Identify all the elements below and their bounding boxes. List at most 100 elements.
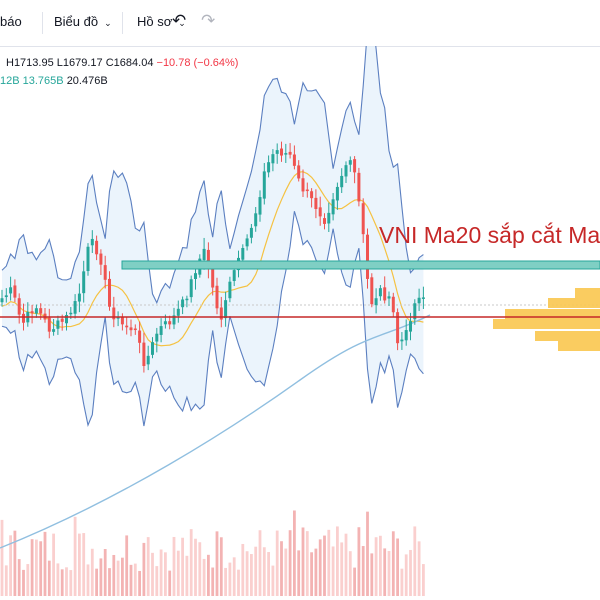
candle (241, 248, 245, 260)
volume-bar (293, 510, 296, 596)
volume-bar (387, 551, 391, 596)
volume-bar (250, 554, 253, 596)
candle (77, 293, 81, 302)
candle (370, 277, 374, 305)
legend-close: C1684.04 (105, 57, 154, 69)
volume-bar (361, 546, 365, 596)
long-ma-line (0, 314, 431, 549)
volume-bar (4, 565, 8, 596)
candle (314, 197, 318, 210)
candle (0, 298, 4, 303)
volume-bar (78, 533, 81, 596)
undo-icon[interactable]: ↶ (172, 11, 187, 30)
volume-bar (275, 530, 279, 596)
candle (292, 154, 296, 166)
volume-bar (267, 552, 270, 596)
volume-bar (211, 567, 215, 596)
legend-low: L1679.17 (56, 57, 103, 69)
candle (129, 327, 133, 331)
candle (95, 240, 99, 255)
candle (400, 339, 404, 342)
price-chart[interactable] (0, 46, 600, 600)
volume-bar (146, 537, 150, 596)
candle (413, 303, 417, 320)
candle (155, 333, 159, 342)
volume-bar (39, 541, 43, 596)
candle (232, 270, 236, 281)
candle (185, 298, 189, 301)
candle (112, 307, 116, 320)
candle (168, 321, 172, 325)
volume-bar (185, 555, 189, 596)
volume-bar (245, 551, 249, 596)
bollinger-upper-line (1, 46, 424, 305)
candle (103, 265, 107, 280)
candle (409, 321, 412, 332)
candle (396, 312, 400, 344)
ohlc-legend: H1713.95 L1679.17 C1684.04 −10.78 (−0.64… (6, 57, 238, 69)
volume-bar (404, 554, 408, 596)
volume-bar (108, 568, 111, 596)
volume-bar (254, 546, 258, 596)
chart-menu[interactable]: Biểu đồ ⌄ (54, 14, 112, 29)
volume-bar (129, 564, 133, 596)
volume-profile-bar (535, 331, 600, 341)
volume-bar (43, 531, 47, 596)
volume-bar (370, 553, 374, 596)
volume-bar (344, 533, 348, 596)
alerts-menu[interactable]: báo (0, 14, 22, 29)
candle (284, 153, 288, 155)
candle (288, 151, 292, 155)
candle (73, 301, 77, 314)
volume-bar (99, 558, 103, 596)
candle (56, 320, 60, 329)
candle (421, 297, 425, 299)
candle (9, 287, 13, 294)
volume-bar (116, 560, 120, 596)
candle (125, 325, 129, 328)
toolbar-divider (122, 12, 123, 34)
candles (0, 141, 425, 373)
candle (404, 330, 408, 341)
candle (280, 148, 283, 156)
candle (275, 150, 279, 154)
candle (176, 308, 180, 316)
candle (99, 253, 103, 265)
candle (297, 165, 301, 179)
candle (142, 342, 146, 367)
redo-icon[interactable]: ↷ (201, 11, 216, 30)
volume-bar (202, 558, 206, 596)
candle (211, 266, 215, 288)
volume-bar (310, 552, 313, 596)
candle (331, 199, 335, 215)
resistance-zone (121, 260, 600, 270)
volume-bar (125, 535, 129, 596)
volume-bar (219, 537, 223, 596)
candle (383, 287, 387, 301)
candle (258, 197, 262, 215)
volume-bar (73, 516, 77, 596)
volume-bar (305, 531, 309, 596)
volume-bar (9, 535, 12, 596)
candle (69, 312, 73, 315)
candle (245, 238, 249, 247)
volume-bar (366, 511, 369, 596)
volume-bar (262, 547, 266, 596)
candle (301, 178, 305, 192)
volume-bar (60, 569, 64, 596)
volume-bar (189, 529, 193, 596)
volume-bar (353, 567, 356, 596)
volume-bar (198, 542, 202, 596)
candle (361, 203, 365, 235)
candle (39, 308, 43, 314)
volume-bar (159, 549, 163, 596)
volume-bar (258, 530, 262, 596)
candle (189, 279, 193, 298)
candle (387, 296, 391, 299)
candle (391, 296, 395, 313)
volume-bar (207, 554, 210, 596)
volume-profile-bar (575, 288, 600, 298)
volume-bar (271, 565, 275, 596)
profile-menu[interactable]: Hồ sơ ⌄ (137, 14, 186, 29)
drawings (0, 260, 600, 351)
